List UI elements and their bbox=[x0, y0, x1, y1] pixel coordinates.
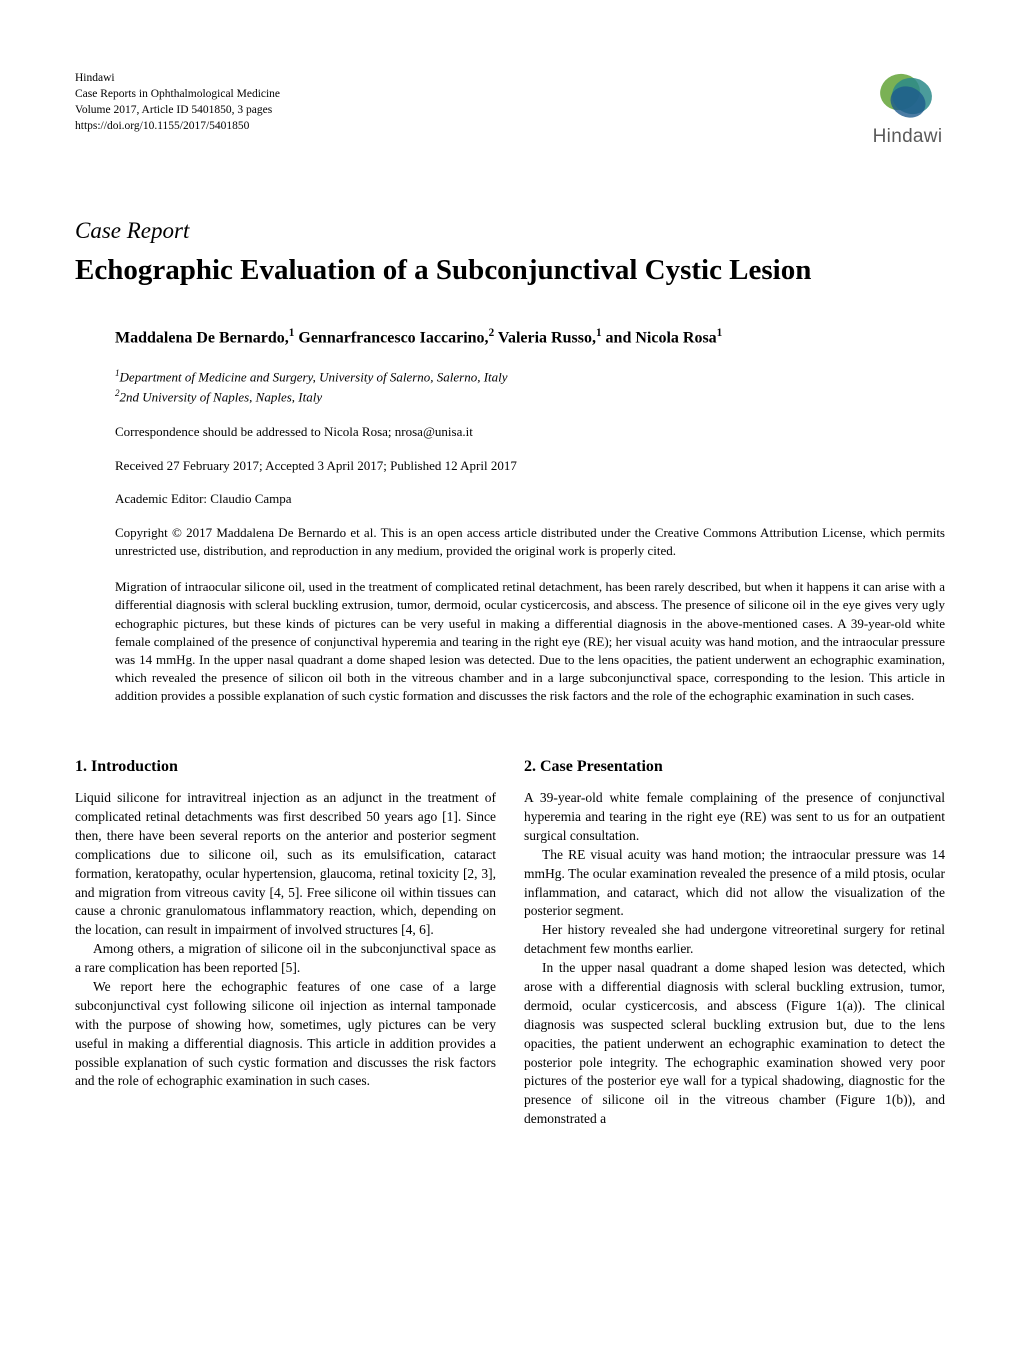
journal-info: Hindawi Case Reports in Ophthalmological… bbox=[75, 70, 280, 134]
right-column: 2. Case Presentation A 39-year-old white… bbox=[524, 756, 945, 1130]
intro-p1: Liquid silicone for intravitreal injecti… bbox=[75, 789, 496, 940]
header-row: Hindawi Case Reports in Ophthalmological… bbox=[75, 70, 945, 150]
intro-p2: Among others, a migration of silicone oi… bbox=[75, 940, 496, 978]
article-type: Case Report bbox=[75, 215, 945, 246]
intro-p3: We report here the echographic features … bbox=[75, 978, 496, 1091]
copyright-notice: Copyright © 2017 Maddalena De Bernardo e… bbox=[115, 524, 945, 560]
case-p4: In the upper nasal quadrant a dome shape… bbox=[524, 959, 945, 1129]
journal-volume: Volume 2017, Article ID 5401850, 3 pages bbox=[75, 102, 280, 118]
publication-dates: Received 27 February 2017; Accepted 3 Ap… bbox=[115, 457, 945, 475]
section-heading-case: 2. Case Presentation bbox=[524, 756, 945, 778]
correspondence: Correspondence should be addressed to Ni… bbox=[115, 423, 945, 441]
authors: Maddalena De Bernardo,1 Gennarfrancesco … bbox=[115, 326, 945, 349]
content-columns: 1. Introduction Liquid silicone for intr… bbox=[75, 756, 945, 1130]
publisher: Hindawi bbox=[75, 70, 280, 86]
affiliations: 1Department of Medicine and Surgery, Uni… bbox=[115, 367, 945, 407]
left-column: 1. Introduction Liquid silicone for intr… bbox=[75, 756, 496, 1130]
section-heading-introduction: 1. Introduction bbox=[75, 756, 496, 778]
academic-editor: Academic Editor: Claudio Campa bbox=[115, 490, 945, 508]
abstract: Migration of intraocular silicone oil, u… bbox=[115, 578, 945, 705]
journal-name: Case Reports in Ophthalmological Medicin… bbox=[75, 86, 280, 102]
case-p3: Her history revealed she had undergone v… bbox=[524, 921, 945, 959]
case-p1: A 39-year-old white female complaining o… bbox=[524, 789, 945, 846]
journal-doi: https://doi.org/10.1155/2017/5401850 bbox=[75, 118, 280, 134]
logo-text: Hindawi bbox=[870, 124, 945, 150]
case-p2: The RE visual acuity was hand motion; th… bbox=[524, 846, 945, 922]
article-title: Echographic Evaluation of a Subconjuncti… bbox=[75, 252, 945, 288]
publisher-logo: Hindawi bbox=[870, 70, 945, 150]
hindawi-logo-icon bbox=[870, 70, 945, 122]
